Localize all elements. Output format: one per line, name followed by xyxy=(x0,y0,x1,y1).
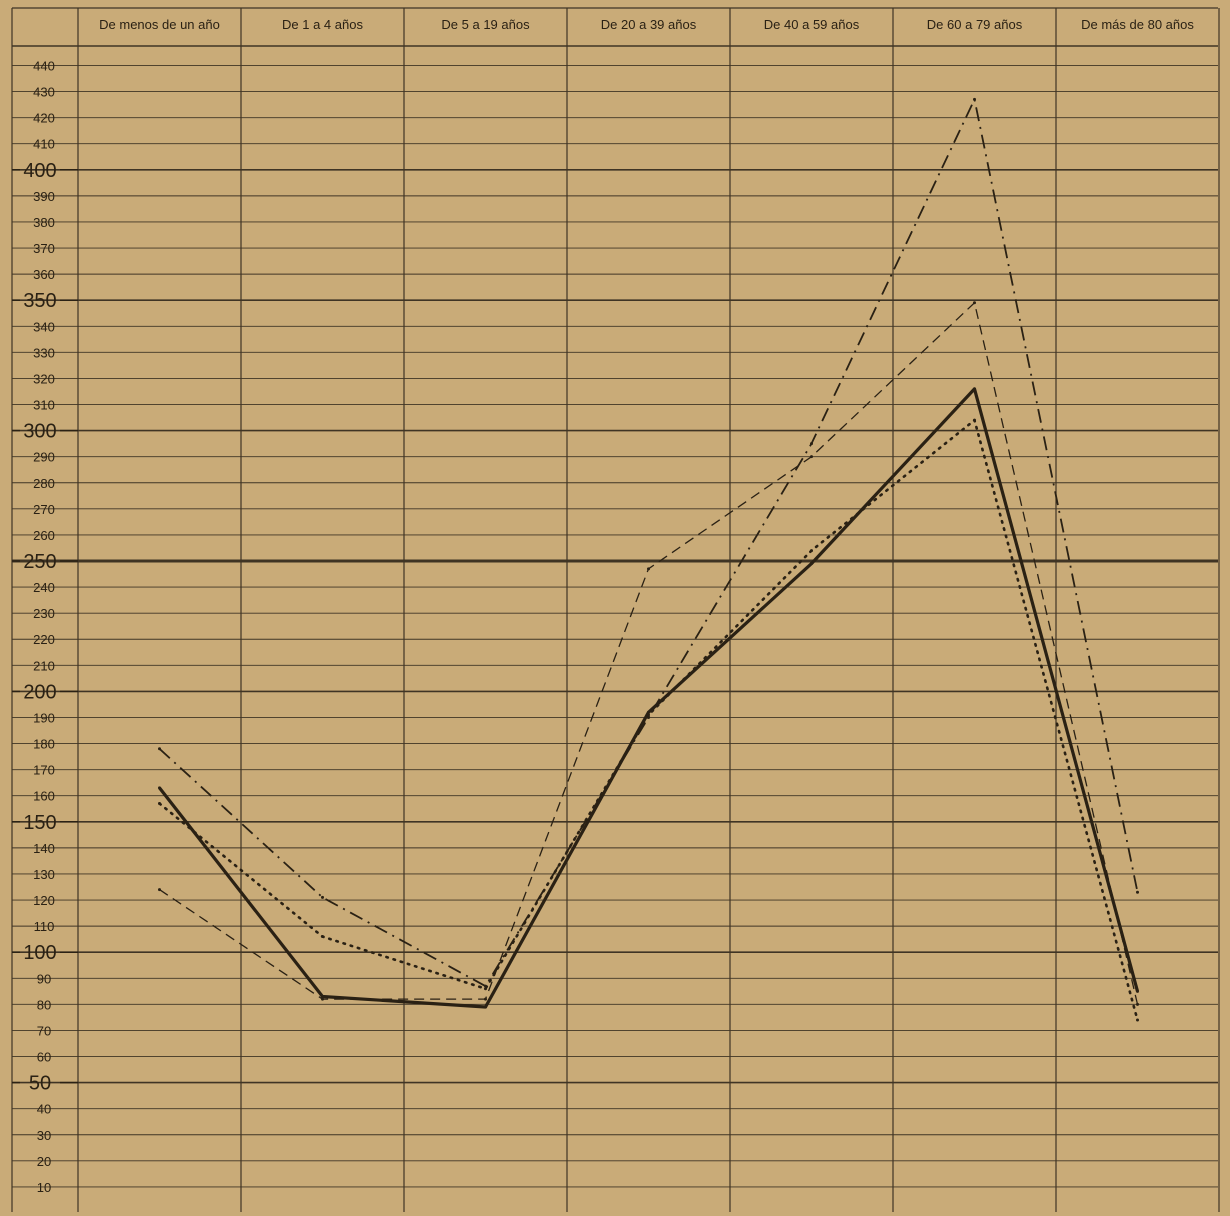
series-dashed-point xyxy=(321,997,324,1001)
y-tick-label-270: 270 xyxy=(33,502,55,517)
series-dash-dot-point xyxy=(647,715,650,719)
column-header-label: De 1 a 4 años xyxy=(282,17,363,32)
y-tick-label-180: 180 xyxy=(33,737,55,752)
grid-lines xyxy=(11,7,1220,1212)
y-tick-label-410: 410 xyxy=(33,137,55,152)
y-tick-label-220: 220 xyxy=(33,632,55,647)
series-dotted-point xyxy=(484,987,487,991)
column-header-row: De menos de un año De 1 a 4 años De 5 a 19… xyxy=(99,17,1194,32)
series-solid-point xyxy=(321,995,324,999)
y-tick-label-380: 380 xyxy=(33,215,55,230)
series-dotted-point xyxy=(973,418,976,422)
y-tick-label-320: 320 xyxy=(33,371,55,386)
y-tick-label-390: 390 xyxy=(33,189,55,204)
y-tick-label-280: 280 xyxy=(33,476,55,491)
y-tick-label-250: 250 xyxy=(23,551,56,573)
y-tick-label-150: 150 xyxy=(23,812,56,834)
series-dashed-point xyxy=(484,997,487,1001)
series-dash-dot-point xyxy=(484,984,487,988)
y-tick-label-140: 140 xyxy=(33,841,55,856)
y-tick-label-70: 70 xyxy=(37,1023,51,1038)
y-tick-label-30: 30 xyxy=(37,1128,51,1143)
y-tick-label-20: 20 xyxy=(37,1154,51,1169)
column-header-label: De 5 a 19 años xyxy=(441,17,530,32)
column-header-label: De 20 a 39 años xyxy=(601,17,697,32)
series-dashed-point xyxy=(158,888,161,892)
y-tick-label-240: 240 xyxy=(33,580,55,595)
y-tick-label-260: 260 xyxy=(33,528,55,543)
y-tick-label-200: 200 xyxy=(23,681,56,703)
y-tick-label-100: 100 xyxy=(23,942,56,964)
y-axis: 10 20 30 40 50 60 70 80 90 100 110 120 130 140 150 160 1… xyxy=(12,58,78,1195)
column-header-label: De menos de un año xyxy=(99,17,220,32)
y-tick-label-210: 210 xyxy=(33,658,55,673)
column-header-label: De 60 a 79 años xyxy=(927,17,1023,32)
series-dash-dot-point xyxy=(973,97,976,101)
y-tick-label-160: 160 xyxy=(33,789,55,804)
y-tick-label-310: 310 xyxy=(33,398,55,413)
y-tick-label-230: 230 xyxy=(33,606,55,621)
y-tick-label-190: 190 xyxy=(33,710,55,725)
series-solid-point xyxy=(484,1005,487,1009)
y-tick-label-440: 440 xyxy=(33,58,55,73)
y-tick-label-110: 110 xyxy=(34,919,55,934)
y-tick-label-40: 40 xyxy=(37,1102,51,1117)
series-solid-point xyxy=(158,786,161,790)
y-tick-label-120: 120 xyxy=(33,893,55,908)
y-tick-label-290: 290 xyxy=(33,450,55,465)
series-dotted-point xyxy=(810,549,813,553)
series-dash-dot-point xyxy=(321,895,324,899)
series-dotted-point xyxy=(1136,1018,1139,1022)
series-dotted-point xyxy=(647,713,650,717)
series-solid-point xyxy=(647,710,650,714)
series-solid-point xyxy=(810,562,813,566)
series-solid-point xyxy=(1136,989,1139,993)
y-tick-label-360: 360 xyxy=(33,267,55,282)
y-tick-label-420: 420 xyxy=(33,111,55,126)
y-tick-label-330: 330 xyxy=(33,345,55,360)
series-dashed-point xyxy=(647,567,650,571)
column-header-label: De 40 a 59 años xyxy=(764,17,860,32)
series-dash-dot-point xyxy=(810,442,813,446)
column-header-label: De más de 80 años xyxy=(1081,17,1194,32)
series-dashed-point xyxy=(973,301,976,305)
y-tick-label-400: 400 xyxy=(23,160,56,182)
y-tick-label-430: 430 xyxy=(33,85,55,100)
series-dash-dot-point xyxy=(1136,890,1139,894)
y-tick-label-80: 80 xyxy=(37,997,51,1012)
series-dotted-point xyxy=(321,935,324,939)
y-tick-label-130: 130 xyxy=(33,867,55,882)
y-tick-label-90: 90 xyxy=(37,971,51,986)
y-tick-label-340: 340 xyxy=(33,319,55,334)
series-dash-dot-point xyxy=(158,747,161,751)
y-tick-label-350: 350 xyxy=(23,290,56,312)
series-solid-point xyxy=(973,387,976,391)
y-tick-label-50: 50 xyxy=(29,1073,51,1095)
series-dotted-point xyxy=(158,802,161,806)
series-lines xyxy=(158,97,1140,1022)
y-tick-label-300: 300 xyxy=(23,421,56,443)
series-dashed-point xyxy=(1136,1002,1139,1006)
y-tick-label-170: 170 xyxy=(33,763,55,778)
y-tick-label-60: 60 xyxy=(37,1050,51,1065)
y-tick-label-10: 10 xyxy=(37,1180,51,1195)
series-dashed-point xyxy=(810,455,813,459)
y-tick-label-370: 370 xyxy=(33,241,55,256)
